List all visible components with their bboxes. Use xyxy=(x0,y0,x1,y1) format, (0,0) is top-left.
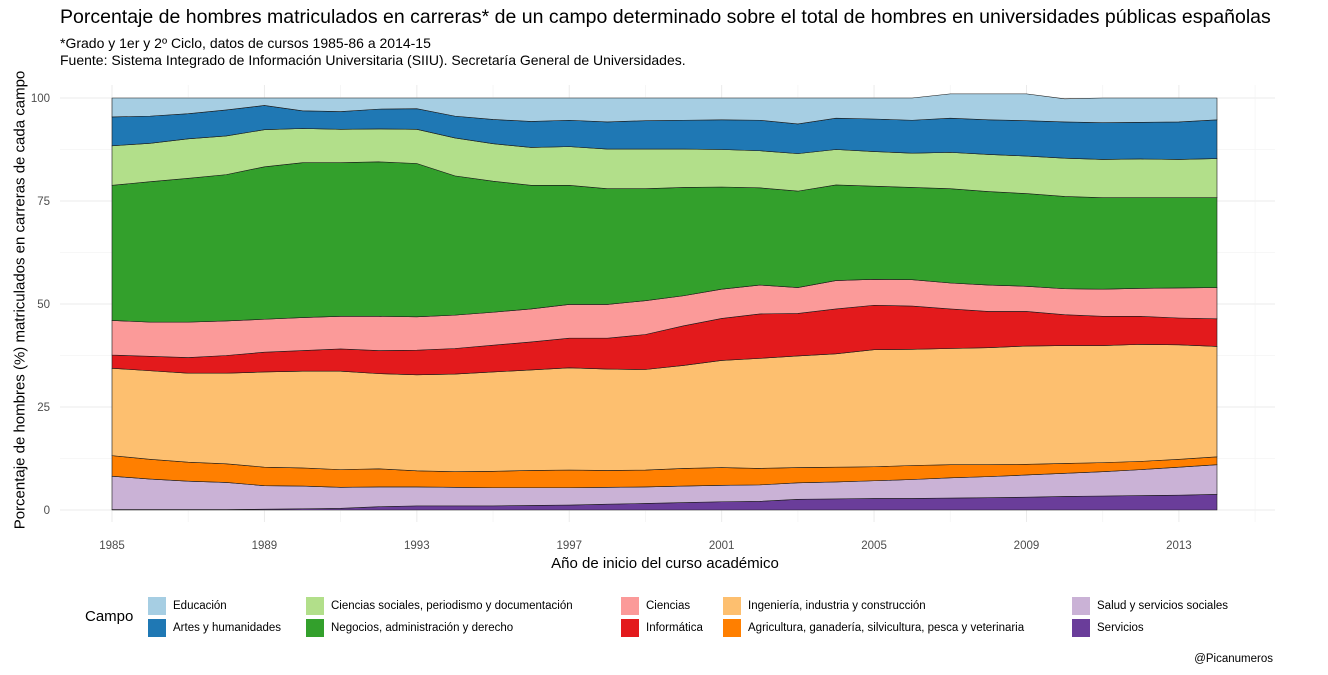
y-tick-label: 75 xyxy=(37,196,50,208)
x-tick-label: 1993 xyxy=(404,540,430,552)
legend-swatch xyxy=(147,618,167,638)
chart-subtitle: *Grado y 1er y 2º Ciclo, datos de cursos… xyxy=(60,35,686,69)
legend-item: Educación xyxy=(147,595,227,617)
legend-item: Artes y humanidades xyxy=(147,617,281,639)
y-tick-label: 25 xyxy=(37,402,50,414)
legend-swatch xyxy=(1071,596,1091,616)
legend-item: Ingeniería, industria y construcción xyxy=(722,595,926,617)
y-tick-label: 50 xyxy=(37,299,50,311)
legend-item: Ciencias xyxy=(620,595,690,617)
y-tick-label: 100 xyxy=(31,93,50,105)
x-tick-label: 1989 xyxy=(252,540,278,552)
credit-text: @Picanumeros xyxy=(1194,653,1273,665)
x-tick-label: 2001 xyxy=(709,540,735,552)
legend-label: Ingeniería, industria y construcción xyxy=(748,600,926,612)
legend-swatch xyxy=(722,596,742,616)
legend-label: Negocios, administración y derecho xyxy=(331,622,514,634)
legend-label: Agricultura, ganadería, silvicultura, pe… xyxy=(748,622,1025,634)
legend-label: Educación xyxy=(173,600,227,612)
legend-item: Agricultura, ganadería, silvicultura, pe… xyxy=(722,617,1024,639)
x-tick-label: 1997 xyxy=(556,540,582,552)
legend-item: Informática xyxy=(620,617,703,639)
legend-label: Ciencias sociales, periodismo y document… xyxy=(331,600,573,612)
x-tick-label: 2009 xyxy=(1014,540,1040,552)
legend-label: Servicios xyxy=(1097,622,1144,634)
legend-swatch xyxy=(620,596,640,616)
legend-item: Ciencias sociales, periodismo y document… xyxy=(305,595,573,617)
x-axis-label: Año de inicio del curso académico xyxy=(551,555,779,572)
legend-swatch xyxy=(305,618,325,638)
legend-title: Campo xyxy=(85,608,134,625)
legend-swatch xyxy=(620,618,640,638)
x-tick-label: 2013 xyxy=(1166,540,1192,552)
legend-swatch xyxy=(305,596,325,616)
y-tick-label: 0 xyxy=(44,505,50,517)
legend-label: Informática xyxy=(646,622,703,634)
legend-label: Artes y humanidades xyxy=(173,622,282,634)
x-tick-label: 1985 xyxy=(99,540,125,552)
legend-swatch xyxy=(1071,618,1091,638)
legend-swatch xyxy=(147,596,167,616)
legend-item: Servicios xyxy=(1071,617,1144,639)
legend-label: Salud y servicios sociales xyxy=(1097,600,1229,612)
legend-swatch xyxy=(722,618,742,638)
legend-item: Negocios, administración y derecho xyxy=(305,617,513,639)
subtitle-note: *Grado y 1er y 2º Ciclo, datos de cursos… xyxy=(60,35,431,51)
chart-title: Porcentaje de hombres matriculados en ca… xyxy=(60,6,1271,28)
area-educacion xyxy=(111,93,1218,125)
area-series xyxy=(111,93,1218,511)
y-axis-ticks: 0 25 50 75 100 xyxy=(31,93,50,517)
subtitle-source: Fuente: Sistema Integrado de Información… xyxy=(60,52,686,68)
x-axis-ticks: 1985 1989 1993 1997 2001 2005 2009 2013 xyxy=(99,540,1191,552)
x-tick-label: 2005 xyxy=(861,540,887,552)
legend-label: Ciencias xyxy=(646,600,691,612)
legend-item: Salud y servicios sociales xyxy=(1071,595,1228,617)
